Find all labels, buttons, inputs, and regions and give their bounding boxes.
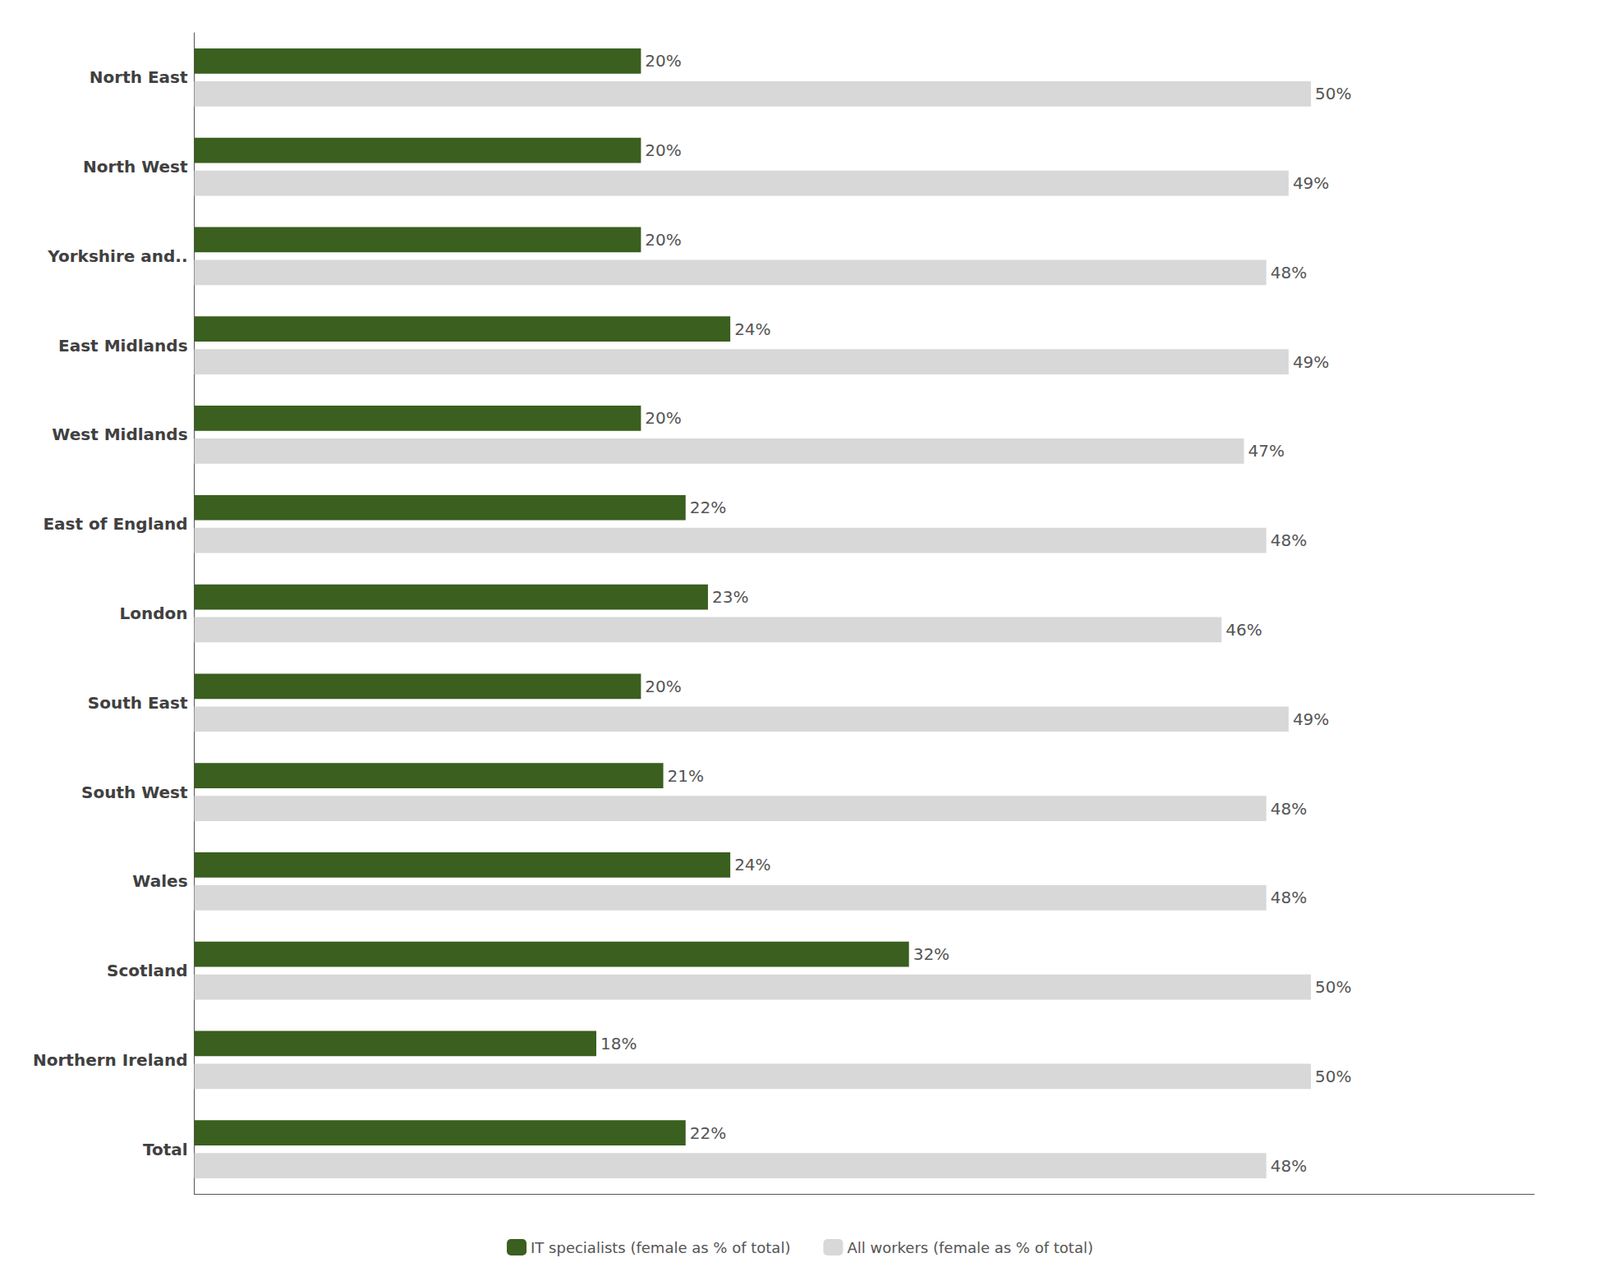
svg-text:IT specialists (female as % of: IT specialists (female as % of total) [530,1239,791,1257]
svg-text:24%: 24% [734,855,771,875]
svg-text:46%: 46% [1225,620,1262,640]
svg-text:49%: 49% [1292,352,1329,373]
svg-text:50%: 50% [1314,1066,1352,1087]
svg-text:20%: 20% [644,50,681,71]
svg-text:49%: 49% [1292,709,1329,730]
svg-text:East Midlands: East Midlands [58,335,188,356]
svg-text:Scotland: Scotland [106,960,188,981]
svg-text:18%: 18% [600,1034,637,1054]
svg-text:48%: 48% [1270,799,1307,819]
svg-text:50%: 50% [1314,977,1352,998]
svg-text:West Midlands: West Midlands [51,424,188,445]
svg-text:22%: 22% [689,497,727,518]
svg-text:48%: 48% [1270,530,1307,551]
svg-text:South East: South East [87,693,189,713]
svg-text:Yorkshire and..: Yorkshire and.. [46,246,188,267]
svg-text:Total: Total [142,1140,189,1160]
svg-text:Northern Ireland: Northern Ireland [32,1050,189,1071]
svg-text:48%: 48% [1270,887,1307,908]
svg-text:48%: 48% [1270,1156,1307,1177]
svg-text:North West: North West [82,156,189,177]
svg-text:24%: 24% [734,319,771,340]
svg-text:20%: 20% [644,408,681,428]
svg-text:22%: 22% [689,1123,727,1144]
svg-text:South West: South West [81,782,189,803]
svg-text:Wales: Wales [132,871,188,892]
svg-text:London: London [119,603,189,624]
svg-text:20%: 20% [644,140,681,161]
svg-text:21%: 21% [667,766,704,787]
svg-text:All workers (female as % of to: All workers (female as % of total) [846,1239,1094,1257]
svg-text:32%: 32% [913,944,950,965]
svg-text:20%: 20% [644,229,681,250]
svg-text:47%: 47% [1248,441,1285,461]
svg-text:50%: 50% [1314,83,1352,104]
svg-text:49%: 49% [1292,173,1329,194]
svg-text:23%: 23% [712,587,749,607]
svg-text:20%: 20% [644,676,681,697]
svg-text:North East: North East [89,67,189,88]
svg-text:East of England: East of England [42,514,188,534]
svg-text:48%: 48% [1270,262,1307,283]
